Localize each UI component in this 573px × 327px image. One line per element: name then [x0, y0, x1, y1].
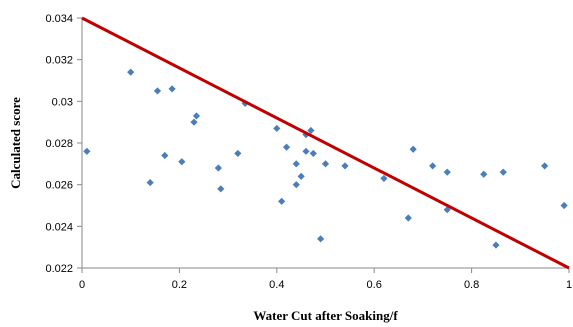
data-point: [217, 185, 225, 193]
x-tick-label: 0.2: [172, 279, 187, 291]
y-tick-label: 0.024: [45, 221, 73, 233]
y-tick-labels: 0.022 0.024 0.026 0.028 0.03 0.032 0.034: [45, 13, 73, 275]
data-point: [560, 201, 568, 210]
data-point: [292, 181, 300, 189]
data-point: [127, 68, 135, 76]
data-point: [409, 145, 417, 153]
data-point: [178, 158, 186, 166]
data-point: [161, 151, 169, 160]
data-point: [146, 178, 154, 187]
y-tick-label: 0.034: [45, 13, 73, 25]
x-tick-label: 1: [566, 279, 572, 291]
data-point: [321, 160, 330, 168]
data-point: [380, 174, 388, 183]
data-point: [282, 143, 291, 151]
x-tick-label: 0.6: [367, 279, 382, 291]
y-tick-label: 0.022: [45, 263, 73, 275]
data-point: [429, 162, 437, 170]
data-point: [83, 147, 91, 155]
data-point: [273, 124, 281, 133]
data-point: [234, 149, 242, 158]
data-point: [190, 118, 198, 126]
x-tick-label: 0: [79, 279, 85, 291]
y-tick-label: 0.026: [45, 180, 73, 192]
y-axis-title: Calculated score: [8, 97, 23, 189]
x-tick-labels: 0 0.2 0.4 0.6 0.8 1: [79, 279, 572, 291]
data-point: [297, 172, 305, 180]
data-point: [317, 235, 325, 243]
data-point: [214, 164, 222, 172]
data-point: [153, 87, 162, 95]
data-point: [307, 126, 315, 135]
data-point: [541, 162, 549, 170]
data-point: [309, 149, 317, 158]
data-point: [278, 197, 286, 205]
data-points: [83, 68, 568, 249]
data-point: [341, 162, 349, 170]
y-tick-label: 0.028: [45, 138, 73, 150]
data-point: [192, 112, 201, 120]
data-point: [499, 168, 507, 176]
x-tick-label: 0.8: [464, 279, 479, 291]
data-point: [404, 214, 412, 222]
x-tick-label: 0.4: [269, 279, 284, 291]
data-point: [292, 160, 300, 168]
trend-line: [81, 16, 570, 270]
tick-marks: [77, 17, 570, 273]
data-point: [492, 241, 500, 249]
data-point: [480, 170, 488, 178]
data-point: [443, 168, 451, 176]
y-tick-label: 0.032: [45, 55, 73, 67]
data-point: [302, 147, 310, 155]
y-tick-label: 0.03: [52, 96, 73, 108]
x-axis-title: Water Cut after Soaking/f: [253, 308, 398, 323]
data-point: [168, 85, 176, 93]
